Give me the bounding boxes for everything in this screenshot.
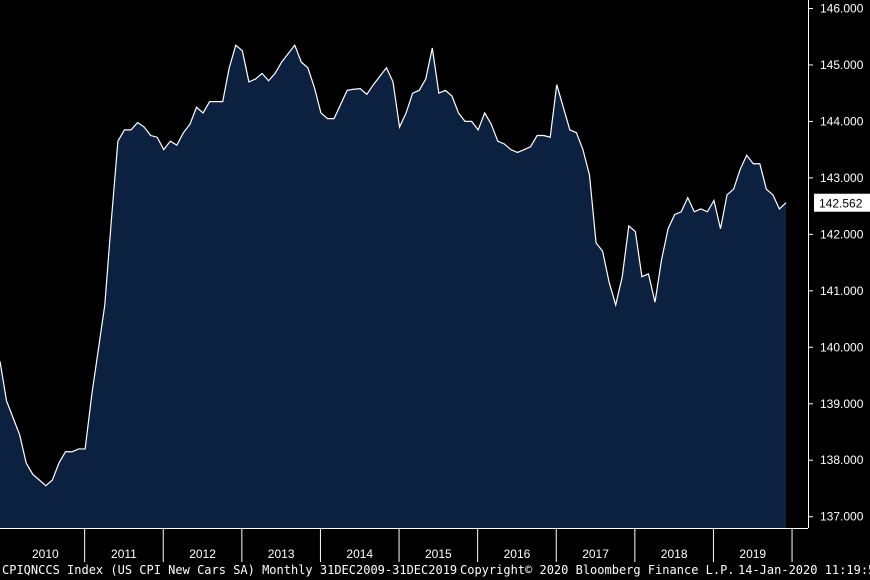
footer-copyright: Copyright© 2020 Bloomberg Finance L.P. <box>460 563 735 577</box>
cpi-new-cars-chart: 137.000 138.000 139.000 140.000 141.000 142.0… <box>0 0 870 562</box>
y-tick-label: 145.000 <box>820 58 864 72</box>
x-tick-label: 2013 <box>268 547 295 561</box>
x-tick-label: 2011 <box>111 547 137 561</box>
last-value-label-bg <box>814 193 870 212</box>
x-tick-label: 2017 <box>582 547 609 561</box>
y-tick-label: 140.000 <box>820 340 864 354</box>
y-tick-label: 143.000 <box>820 171 864 185</box>
x-tick-label: 2012 <box>189 547 216 561</box>
footer-timestamp: 14-Jan-2020 11:19:54 <box>738 563 870 577</box>
series-line <box>0 43 787 487</box>
y-tick-label: 139.000 <box>820 397 864 411</box>
x-tick-label: 2019 <box>739 547 766 561</box>
series-area <box>0 45 786 529</box>
footer-ticker-info: CPIQNCCS Index (US CPI New Cars SA) Mont… <box>2 563 458 577</box>
y-tick-label: 138.000 <box>820 453 864 467</box>
plot-area <box>0 43 787 529</box>
y-tick-label: 137.000 <box>820 510 864 524</box>
y-tick-label: 142.000 <box>820 227 864 241</box>
y-tick-label: 144.000 <box>820 114 864 128</box>
x-tick-label: 2015 <box>425 547 452 561</box>
x-axis: 2010 2011 2012 2013 2014 2015 2016 2017 2018 2019 <box>0 528 808 562</box>
last-value-marker: 142.562 <box>814 193 870 212</box>
last-value-label: 142.562 <box>819 197 863 211</box>
footer-bar: CPIQNCCS Index (US CPI New Cars SA) Mont… <box>0 562 870 580</box>
x-tick-label: 2014 <box>346 547 373 561</box>
x-tick-label: 2016 <box>504 547 531 561</box>
y-axis: 137.000 138.000 139.000 140.000 141.000 142.0… <box>808 0 864 528</box>
y-tick-label: 146.000 <box>820 1 864 15</box>
x-tick-label: 2018 <box>661 547 688 561</box>
y-tick-label: 141.000 <box>820 284 864 298</box>
x-tick-label: 2010 <box>32 547 59 561</box>
